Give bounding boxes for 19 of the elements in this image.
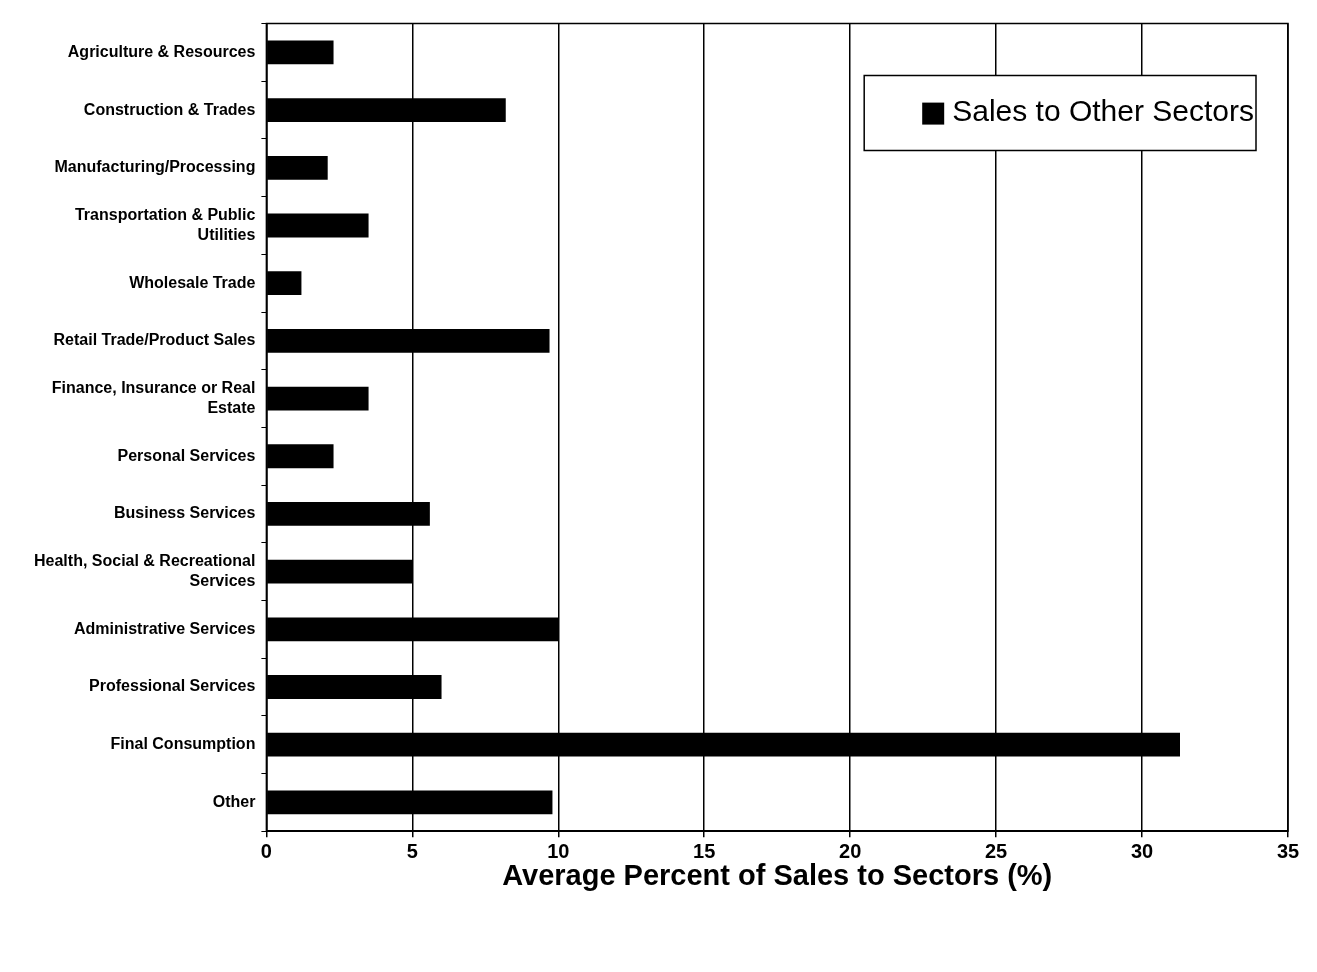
y-tick-label: Final Consumption [110, 735, 256, 753]
y-tick-label: Personal Services [117, 446, 256, 464]
y-tick-label: Agriculture & Resources [67, 42, 256, 60]
legend-label: Sales to Other Sectors [952, 93, 1255, 127]
y-tick-label: Professional Services [89, 677, 256, 695]
y-tick-label: Manufacturing/Processing [54, 158, 256, 176]
y-tick-label: Other [212, 792, 256, 810]
x-tick-label: 35 [1276, 839, 1300, 862]
y-tick-label: Transportation & Public Utilities [74, 206, 256, 243]
x-tick-label: 30 [1130, 839, 1154, 862]
y-tick-label: Business Services [113, 504, 256, 522]
y-tick-label: Health, Social & Recreational Services [34, 552, 256, 589]
x-tick-label: 0 [260, 839, 272, 862]
y-tick-label: Construction & Trades [83, 100, 256, 118]
y-tick-label: Administrative Services [73, 619, 256, 637]
y-tick-label: Wholesale Trade [129, 273, 256, 291]
y-tick-label: Retail Trade/Product Sales [53, 331, 256, 349]
x-tick-label: 5 [406, 839, 418, 862]
y-tick-label: Finance, Insurance or Real Estate [51, 379, 256, 416]
